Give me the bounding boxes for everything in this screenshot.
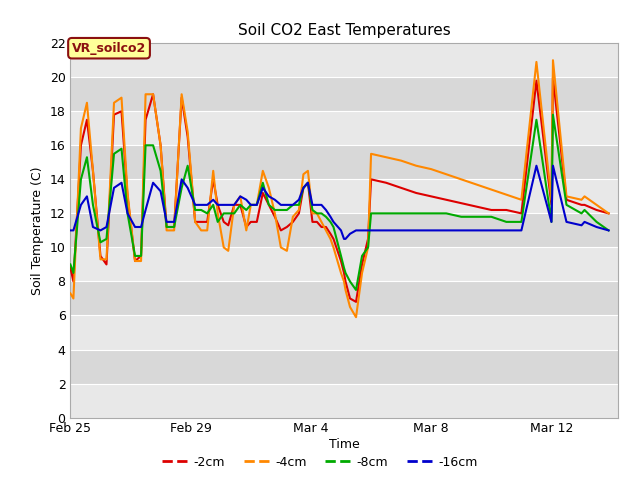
Bar [70,77,618,111]
Bar [70,145,618,180]
Bar [70,43,618,77]
Text: VR_soilco2: VR_soilco2 [72,42,146,55]
Bar [70,384,618,418]
Legend: -2cm, -4cm, -8cm, -16cm: -2cm, -4cm, -8cm, -16cm [157,451,483,474]
Bar [70,214,618,247]
Bar [70,111,618,145]
Bar [70,180,618,214]
Bar [70,281,618,315]
Bar [70,315,618,349]
Bar [70,247,618,281]
Y-axis label: Soil Temperature (C): Soil Temperature (C) [31,166,44,295]
Title: Soil CO2 East Temperatures: Soil CO2 East Temperatures [237,23,451,38]
X-axis label: Time: Time [328,438,360,451]
Bar [70,349,618,384]
